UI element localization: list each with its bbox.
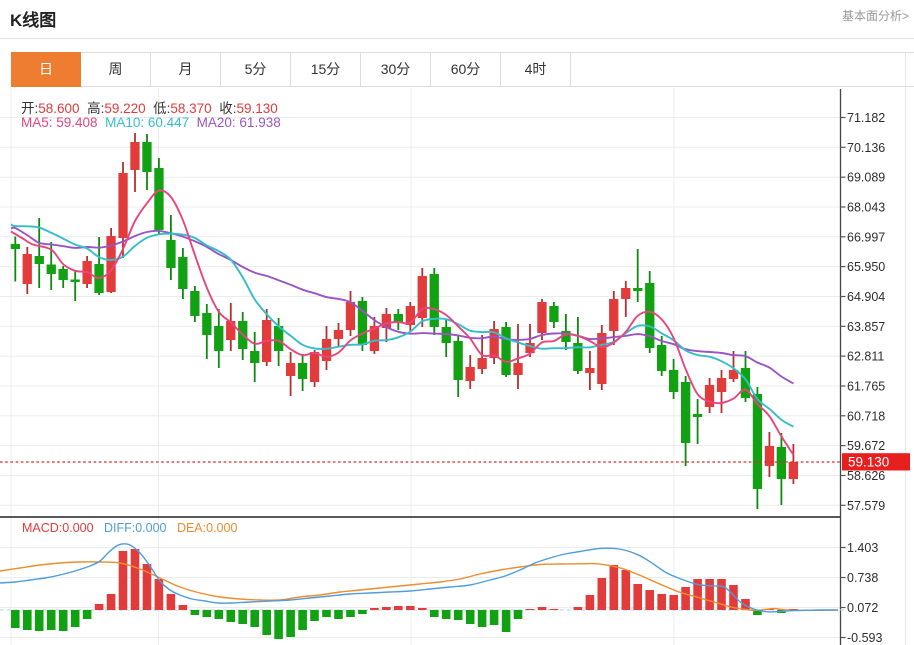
svg-text:0.738: 0.738 bbox=[847, 571, 878, 585]
svg-text:66.997: 66.997 bbox=[847, 230, 885, 244]
svg-text:-0.593: -0.593 bbox=[847, 631, 882, 645]
svg-text:65.950: 65.950 bbox=[847, 260, 885, 274]
svg-text:71.182: 71.182 bbox=[847, 111, 885, 125]
svg-text:58.626: 58.626 bbox=[847, 469, 885, 483]
svg-text:69.089: 69.089 bbox=[847, 171, 885, 185]
svg-text:57.579: 57.579 bbox=[847, 499, 885, 513]
svg-text:61.765: 61.765 bbox=[847, 380, 885, 394]
svg-text:62.811: 62.811 bbox=[847, 350, 884, 364]
svg-text:70.136: 70.136 bbox=[847, 141, 885, 155]
svg-text:59.130: 59.130 bbox=[848, 455, 889, 470]
svg-text:68.043: 68.043 bbox=[847, 201, 885, 215]
svg-text:64.904: 64.904 bbox=[847, 290, 885, 304]
svg-text:63.857: 63.857 bbox=[847, 320, 885, 334]
svg-text:60.718: 60.718 bbox=[847, 409, 885, 423]
svg-text:59.672: 59.672 bbox=[847, 439, 885, 453]
svg-text:1.403: 1.403 bbox=[847, 541, 878, 555]
svg-text:0.072: 0.072 bbox=[847, 601, 878, 615]
